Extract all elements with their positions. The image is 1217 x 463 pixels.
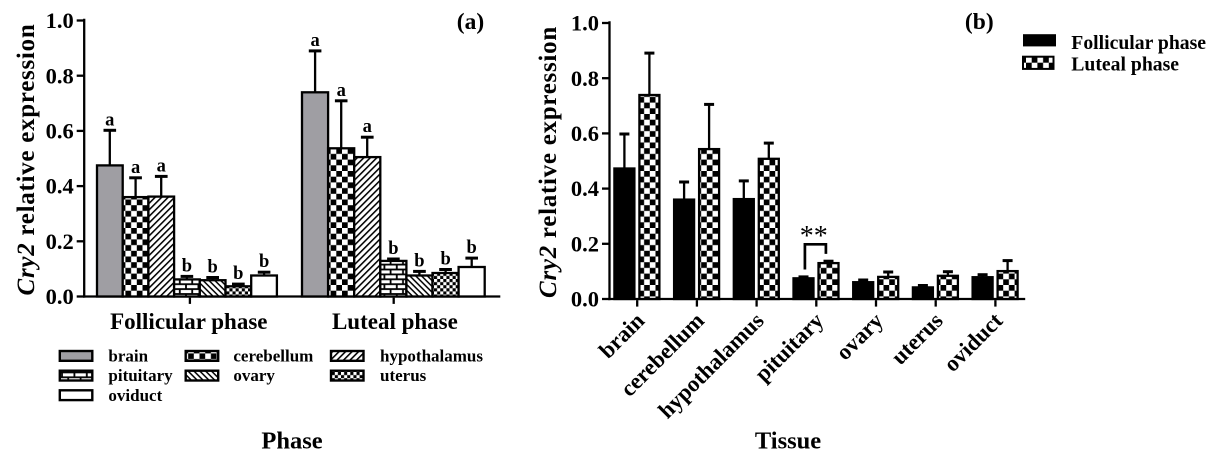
svg-text:0.2: 0.2	[46, 229, 74, 254]
svg-text:0.2: 0.2	[571, 231, 599, 256]
svg-text:(a): (a)	[457, 9, 484, 35]
svg-text:b: b	[182, 256, 192, 276]
svg-text:0.0: 0.0	[571, 287, 599, 312]
svg-text:b: b	[259, 252, 269, 272]
svg-text:Phase: Phase	[261, 428, 322, 455]
svg-text:0.4: 0.4	[571, 176, 599, 201]
svg-text:cerebellum: cerebellum	[233, 347, 313, 366]
svg-text:1.0: 1.0	[46, 8, 74, 33]
svg-text:b: b	[208, 258, 218, 278]
svg-text:oviduct: oviduct	[108, 386, 162, 405]
svg-text:ovary: ovary	[233, 366, 275, 385]
svg-text:Follicular phase: Follicular phase	[110, 309, 267, 334]
svg-text:0.8: 0.8	[571, 66, 599, 91]
svg-text:**: **	[800, 221, 828, 252]
svg-text:a: a	[363, 117, 372, 137]
svg-text:(b): (b)	[965, 9, 994, 35]
svg-text:0.0: 0.0	[46, 284, 74, 309]
svg-text:Luteal phase: Luteal phase	[332, 309, 458, 334]
svg-text:b: b	[467, 238, 477, 258]
svg-text:Follicular phase: Follicular phase	[1071, 32, 1206, 54]
svg-text:0.6: 0.6	[571, 121, 599, 146]
svg-text:Tissue: Tissue	[755, 428, 821, 455]
svg-text:1.0: 1.0	[571, 11, 599, 36]
svg-text:b: b	[440, 250, 450, 270]
svg-text:pituitary: pituitary	[108, 366, 173, 385]
svg-text:hypothalamus: hypothalamus	[380, 347, 483, 366]
svg-text:a: a	[131, 158, 140, 178]
svg-text:a: a	[310, 31, 319, 51]
svg-text:0.8: 0.8	[46, 63, 74, 88]
svg-text:0.4: 0.4	[46, 174, 74, 199]
svg-text:Luteal phase: Luteal phase	[1071, 54, 1179, 76]
svg-text:0.6: 0.6	[46, 119, 74, 144]
svg-text:b: b	[388, 239, 398, 259]
svg-text:b: b	[414, 251, 424, 271]
svg-text:a: a	[105, 110, 114, 130]
svg-text:Cry2 relative expression: Cry2 relative expression	[535, 26, 562, 298]
svg-text:b: b	[233, 264, 243, 284]
svg-text:brain: brain	[108, 347, 148, 366]
svg-text:uterus: uterus	[380, 366, 427, 385]
svg-text:a: a	[157, 156, 166, 176]
svg-text:Cry2 relative expression: Cry2 relative expression	[13, 24, 40, 296]
svg-text:a: a	[337, 81, 346, 101]
